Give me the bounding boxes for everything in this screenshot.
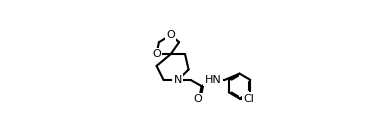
- Text: HN: HN: [205, 75, 221, 85]
- Text: O: O: [193, 94, 202, 104]
- Text: Cl: Cl: [244, 94, 254, 104]
- Text: N: N: [174, 75, 182, 85]
- Text: O: O: [166, 30, 175, 40]
- Text: O: O: [152, 49, 161, 59]
